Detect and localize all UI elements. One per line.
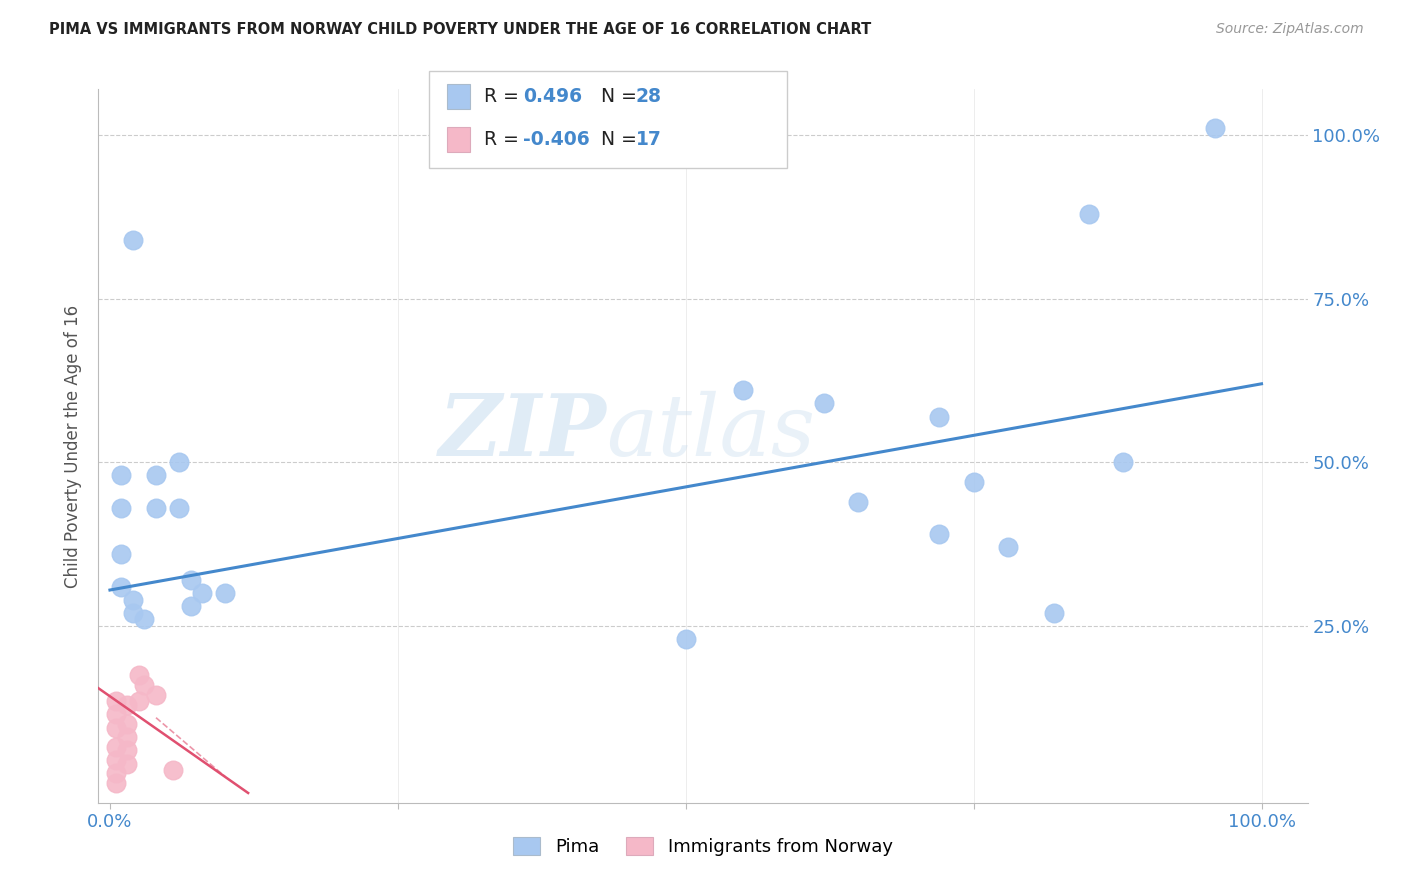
Text: R =: R = <box>484 129 524 149</box>
Point <box>115 717 138 731</box>
Text: -0.406: -0.406 <box>523 129 589 149</box>
Text: PIMA VS IMMIGRANTS FROM NORWAY CHILD POVERTY UNDER THE AGE OF 16 CORRELATION CHA: PIMA VS IMMIGRANTS FROM NORWAY CHILD POV… <box>49 22 872 37</box>
Point <box>180 573 202 587</box>
Point <box>122 592 145 607</box>
Y-axis label: Child Poverty Under the Age of 16: Child Poverty Under the Age of 16 <box>65 304 83 588</box>
Point <box>180 599 202 614</box>
Point <box>115 743 138 757</box>
Point <box>110 580 132 594</box>
Point <box>110 501 132 516</box>
Point <box>134 678 156 692</box>
Text: Source: ZipAtlas.com: Source: ZipAtlas.com <box>1216 22 1364 37</box>
Point <box>122 606 145 620</box>
Text: atlas: atlas <box>606 391 815 473</box>
Point <box>191 586 214 600</box>
Point <box>145 468 167 483</box>
Point <box>997 541 1019 555</box>
Text: R =: R = <box>484 87 524 106</box>
Point <box>1043 606 1066 620</box>
Text: 0.496: 0.496 <box>523 87 582 106</box>
Legend: Pima, Immigrants from Norway: Pima, Immigrants from Norway <box>505 828 901 865</box>
Point <box>104 721 127 735</box>
Point <box>128 694 150 708</box>
Point <box>848 494 870 508</box>
Point <box>104 707 127 722</box>
Point <box>928 409 950 424</box>
Point <box>962 475 984 489</box>
Point <box>145 501 167 516</box>
Point <box>104 740 127 755</box>
Point <box>162 763 184 777</box>
Point <box>104 766 127 780</box>
Point <box>104 694 127 708</box>
Text: N =: N = <box>589 87 643 106</box>
Point <box>1077 206 1099 220</box>
Text: 17: 17 <box>636 129 661 149</box>
Point <box>122 233 145 247</box>
Point <box>115 731 138 745</box>
Point <box>167 455 190 469</box>
Point <box>115 698 138 712</box>
Point <box>110 547 132 561</box>
Point <box>110 468 132 483</box>
Text: N =: N = <box>589 129 643 149</box>
Text: 28: 28 <box>636 87 661 106</box>
Point <box>675 632 697 647</box>
Point <box>134 612 156 626</box>
Text: ZIP: ZIP <box>439 390 606 474</box>
Point <box>214 586 236 600</box>
Point <box>115 756 138 771</box>
Point <box>145 688 167 702</box>
Point <box>1204 121 1226 136</box>
Point <box>733 384 755 398</box>
Point <box>128 668 150 682</box>
Point <box>1112 455 1135 469</box>
Point <box>104 776 127 790</box>
Point <box>928 527 950 541</box>
Point <box>167 501 190 516</box>
Point <box>813 396 835 410</box>
Point <box>104 753 127 767</box>
